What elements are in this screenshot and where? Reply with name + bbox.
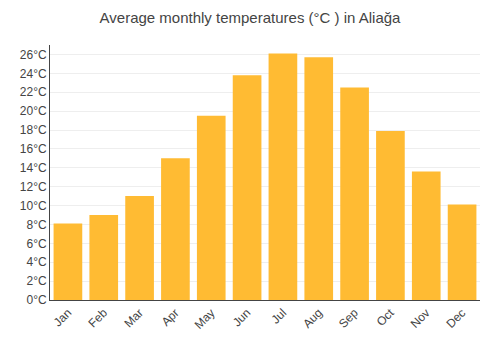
svg-text:18°C: 18°C <box>20 123 47 137</box>
svg-text:Jun: Jun <box>230 306 254 330</box>
svg-text:22°C: 22°C <box>20 85 47 99</box>
svg-text:0°C: 0°C <box>26 293 46 307</box>
svg-text:4°C: 4°C <box>26 255 46 269</box>
svg-text:8°C: 8°C <box>26 218 46 232</box>
svg-text:2°C: 2°C <box>26 274 46 288</box>
svg-text:Mar: Mar <box>121 306 146 331</box>
svg-text:10°C: 10°C <box>20 199 47 213</box>
svg-text:Nov: Nov <box>408 306 433 331</box>
svg-text:May: May <box>192 306 218 332</box>
svg-text:Aug: Aug <box>300 306 325 331</box>
svg-text:Jul: Jul <box>269 306 290 327</box>
svg-text:Sep: Sep <box>336 306 361 331</box>
svg-text:14°C: 14°C <box>20 161 47 175</box>
svg-text:6°C: 6°C <box>26 237 46 251</box>
svg-text:Apr: Apr <box>159 306 182 329</box>
svg-text:12°C: 12°C <box>20 180 47 194</box>
svg-text:Oct: Oct <box>374 305 398 329</box>
svg-text:Average monthly temperatures (: Average monthly temperatures (°C ) in Al… <box>100 9 402 26</box>
svg-text:Jan: Jan <box>51 306 75 330</box>
svg-text:20°C: 20°C <box>20 104 47 118</box>
svg-text:Dec: Dec <box>443 306 468 331</box>
svg-text:16°C: 16°C <box>20 142 47 156</box>
svg-text:24°C: 24°C <box>20 67 47 81</box>
svg-text:Feb: Feb <box>86 306 111 331</box>
svg-text:26°C: 26°C <box>20 48 47 62</box>
